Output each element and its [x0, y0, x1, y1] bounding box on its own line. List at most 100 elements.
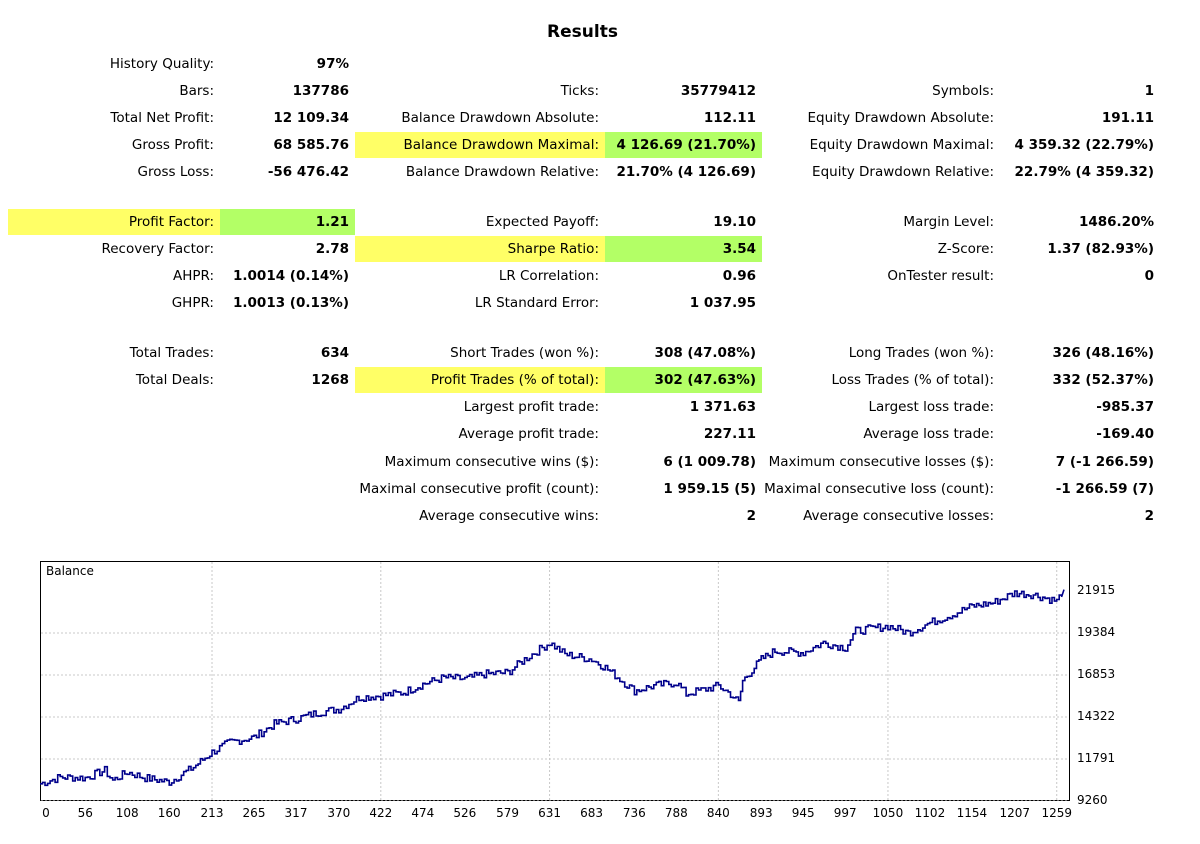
balance-dd-rel-value: 21.70% (4 126.69)	[616, 164, 756, 180]
chart-grid	[41, 562, 1069, 801]
x-tick-label: 56	[77, 806, 93, 820]
ontester-label: OnTester result:	[887, 268, 994, 284]
y-tick-label: 9260	[1077, 793, 1108, 807]
max-cons-wins-label: Maximum consecutive wins ($):	[384, 454, 599, 470]
x-tick-label: 1102	[914, 806, 946, 820]
y-tick-label: 11791	[1077, 751, 1116, 765]
largest-loss-label: Largest loss trade:	[868, 399, 994, 415]
x-tick-label: 840	[706, 806, 730, 820]
max-cons-losses-label: Maximum consecutive losses ($):	[768, 454, 994, 470]
history-quality-value: 97%	[316, 56, 349, 72]
x-tick-label: 213	[200, 806, 224, 820]
x-tick-label: 683	[580, 806, 604, 820]
equity-dd-rel-value: 22.79% (4 359.32)	[1014, 164, 1154, 180]
balance-line	[40, 589, 1065, 787]
z-score-value: 1.37 (82.93%)	[1047, 241, 1154, 257]
x-tick-label: 1259	[1041, 806, 1072, 820]
x-tick-label: 265	[242, 806, 266, 820]
lr-std-error-value: 1 037.95	[689, 295, 756, 311]
profit-trades-value: 302 (47.63%)	[605, 367, 762, 393]
avg-cons-losses-label: Average consecutive losses:	[803, 508, 994, 524]
gross-profit-value: 68 585.76	[273, 137, 349, 153]
x-tick-label: 526	[453, 806, 477, 820]
x-tick-label: 422	[369, 806, 393, 820]
ghpr-value: 1.0013 (0.13%)	[233, 295, 349, 311]
total-trades-value: 634	[320, 345, 349, 361]
loss-trades-label: Loss Trades (% of total):	[831, 372, 994, 388]
y-tick-label: 21915	[1077, 583, 1116, 597]
gross-loss-label: Gross Loss:	[137, 164, 215, 180]
ahpr-value: 1.0014 (0.14%)	[233, 268, 349, 284]
symbols-value: 1	[1144, 83, 1154, 99]
long-trades-value: 326 (48.16%)	[1052, 345, 1154, 361]
bars-value: 137786	[292, 83, 349, 99]
profit-factor-label: Profit Factor:	[8, 209, 220, 235]
balance-dd-max-label: Balance Drawdown Maximal:	[355, 132, 605, 158]
largest-loss-value: -985.37	[1096, 399, 1154, 415]
x-tick-label: 997	[833, 806, 857, 820]
balance-dd-abs-label: Balance Drawdown Absolute:	[401, 110, 599, 126]
margin-level-value: 1486.20%	[1078, 214, 1154, 230]
loss-trades-value: 332 (52.37%)	[1052, 372, 1154, 388]
equity-dd-rel-label: Equity Drawdown Relative:	[812, 164, 994, 180]
ticks-value: 35779412	[680, 83, 756, 99]
x-tick-label: 1050	[872, 806, 904, 820]
maximal-cons-profit-value: 1 959.15 (5)	[663, 481, 756, 497]
profit-factor-value: 1.21	[220, 209, 355, 235]
largest-profit-value: 1 371.63	[689, 399, 756, 415]
x-tick-label: 579	[496, 806, 520, 820]
total-net-profit-label: Total Net Profit:	[110, 110, 214, 126]
equity-dd-abs-label: Equity Drawdown Absolute:	[807, 110, 994, 126]
ahpr-label: AHPR:	[172, 268, 214, 284]
average-loss-value: -169.40	[1096, 426, 1154, 442]
x-tick-label: 945	[791, 806, 815, 820]
x-tick-label: 474	[411, 806, 435, 820]
x-tick-label: 108	[115, 806, 139, 820]
lr-std-error-label: LR Standard Error:	[474, 295, 599, 311]
equity-dd-max-value: 4 359.32 (22.79%)	[1014, 137, 1154, 153]
lr-correlation-label: LR Correlation:	[498, 268, 599, 284]
average-profit-value: 227.11	[703, 426, 756, 442]
x-tick-label: 160	[157, 806, 181, 820]
x-tick-label: 893	[749, 806, 773, 820]
chart-title: Balance	[46, 564, 94, 578]
maximal-cons-profit-label: Maximal consecutive profit (count):	[359, 481, 599, 497]
x-tick-label: 788	[664, 806, 688, 820]
history-quality-label: History Quality:	[109, 56, 214, 72]
z-score-label: Z-Score:	[937, 241, 994, 257]
x-tick-label: 0	[42, 806, 50, 820]
maximal-cons-loss-label: Maximal consecutive loss (count):	[764, 481, 994, 497]
margin-level-label: Margin Level:	[903, 214, 994, 230]
long-trades-label: Long Trades (won %):	[848, 345, 994, 361]
x-tick-label: 736	[622, 806, 646, 820]
gross-profit-label: Gross Profit:	[131, 137, 214, 153]
total-deals-value: 1268	[311, 372, 349, 388]
ontester-value: 0	[1144, 268, 1154, 284]
equity-dd-max-label: Equity Drawdown Maximal:	[809, 137, 994, 153]
short-trades-label: Short Trades (won %):	[450, 345, 599, 361]
average-profit-label: Average profit trade:	[458, 426, 599, 442]
maximal-cons-loss-value: -1 266.59 (7)	[1055, 481, 1154, 497]
profit-trades-label: Profit Trades (% of total):	[355, 367, 605, 393]
expected-payoff-label: Expected Payoff:	[485, 214, 599, 230]
ghpr-label: GHPR:	[171, 295, 214, 311]
x-tick-label: 317	[284, 806, 308, 820]
balance-dd-rel-label: Balance Drawdown Relative:	[405, 164, 599, 180]
total-trades-label: Total Trades:	[129, 345, 214, 361]
avg-cons-wins-label: Average consecutive wins:	[419, 508, 599, 524]
x-tick-label: 1154	[956, 806, 988, 820]
chart-frame	[40, 561, 1070, 801]
avg-cons-wins-value: 2	[746, 508, 756, 524]
balance-dd-abs-value: 112.11	[703, 110, 756, 126]
total-deals-label: Total Deals:	[135, 372, 214, 388]
average-loss-label: Average loss trade:	[863, 426, 994, 442]
max-cons-losses-value: 7 (-1 266.59)	[1055, 454, 1154, 470]
largest-profit-label: Largest profit trade:	[463, 399, 599, 415]
max-cons-wins-value: 6 (1 009.78)	[663, 454, 756, 470]
ticks-label: Ticks:	[560, 83, 599, 99]
bars-label: Bars:	[179, 83, 214, 99]
expected-payoff-value: 19.10	[713, 214, 756, 230]
sharpe-ratio-label: Sharpe Ratio:	[355, 236, 605, 262]
results-title: Results	[547, 22, 618, 42]
recovery-factor-value: 2.78	[315, 241, 349, 257]
